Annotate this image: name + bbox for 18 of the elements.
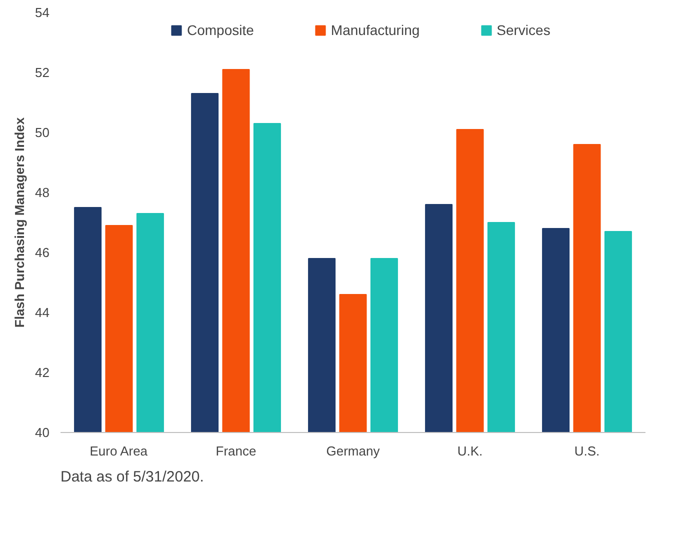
legend-label: Manufacturing bbox=[330, 22, 420, 38]
y-tick-label: 54 bbox=[35, 5, 50, 20]
y-tick-label: 46 bbox=[35, 245, 50, 260]
x-tick-label: U.S. bbox=[574, 444, 600, 458]
x-tick-label: France bbox=[216, 444, 256, 458]
y-tick-label: 48 bbox=[35, 185, 50, 200]
y-tick-label: 40 bbox=[35, 425, 50, 440]
y-tick-label: 44 bbox=[35, 305, 50, 320]
x-tick-label: Euro Area bbox=[90, 444, 148, 458]
x-tick-label: U.K. bbox=[457, 444, 483, 458]
legend-label: Services bbox=[496, 22, 550, 38]
text: Data as of 5/31/2020. bbox=[60, 468, 204, 486]
y-axis-title: Flash Purchasing Managers Index bbox=[12, 116, 28, 328]
legend-label: Composite bbox=[187, 22, 254, 38]
y-tick-label: 42 bbox=[35, 365, 50, 380]
x-tick-label: Germany bbox=[326, 444, 380, 458]
y-tick-label: 50 bbox=[35, 125, 50, 140]
y-tick-label: 52 bbox=[35, 65, 50, 80]
